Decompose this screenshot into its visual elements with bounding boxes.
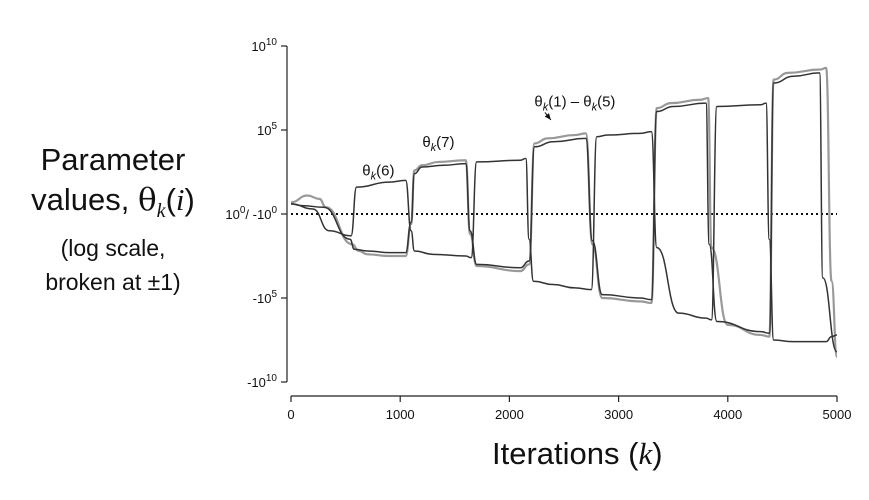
x-tick-label: 3000 — [604, 407, 633, 422]
x-tick-label: 5000 — [823, 407, 852, 422]
series-line-3 — [290, 102, 838, 343]
series-line-2 — [290, 72, 838, 353]
y-label-theta: θ — [138, 182, 157, 218]
x-tick-label: 1000 — [386, 407, 415, 422]
y-label-paren-open: ( — [165, 182, 176, 217]
y-tick-label: -1010 — [247, 373, 277, 390]
x-label-text: Iterations — [492, 436, 620, 471]
y-axis-label: Parameter values, θk(i) (log scale, brok… — [8, 140, 218, 299]
annotation-1: θk(6) — [362, 162, 394, 182]
y-tick-label: 105 — [257, 121, 277, 138]
x-tick-label: 0 — [287, 407, 294, 422]
y-tick-label: 1010 — [251, 37, 277, 54]
y-label-line2: values, θk(i) — [8, 180, 218, 231]
y-tick-label: -105 — [253, 289, 278, 306]
y-label-values-text: values, — [31, 182, 130, 217]
x-tick-label: 2000 — [495, 407, 524, 422]
x-axis-label: Iterations (k) — [492, 436, 663, 472]
y-label-sub: k — [156, 200, 166, 223]
series-line-1 — [290, 66, 839, 358]
series-lines — [290, 66, 839, 358]
annotation-3: θk(1) – θk(5) — [534, 93, 615, 113]
x-tick-label: 4000 — [713, 407, 742, 422]
chart-axes: 0 1000 2000 3000 4000 5000 1010 105 100/ -100 -10… — [225, 37, 851, 422]
y-tick-label: 100/ -100 — [225, 205, 277, 222]
annotation-2: θk(7) — [422, 134, 454, 154]
x-label-paren-open: ( — [628, 436, 639, 471]
y-label-line4: broken at ±1) — [45, 269, 181, 296]
y-label-paren-close: ) — [184, 182, 195, 217]
y-label-line3: (log scale, — [60, 235, 166, 262]
annotation-arrowhead — [544, 113, 551, 120]
y-label-line1: Parameter — [40, 142, 186, 177]
x-label-paren-close: ) — [652, 436, 663, 471]
annotations: θk(6) θk(7) θk(1) – θk(5) — [362, 93, 615, 182]
x-label-symbol: k — [638, 436, 653, 471]
y-label-arg: i — [175, 182, 185, 217]
